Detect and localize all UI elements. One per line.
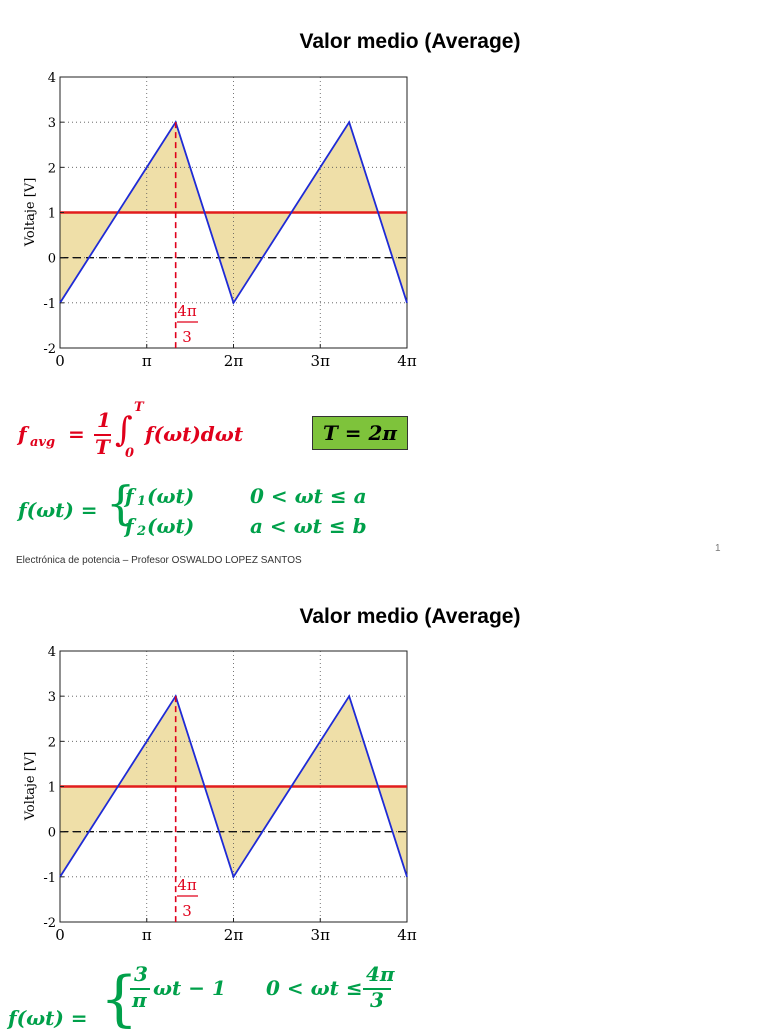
favg-denominator: T [95, 435, 110, 459]
integral-sign: ∫ [115, 410, 133, 450]
piecewise-brace: { [106, 476, 136, 530]
x-tick-label: 4π [397, 926, 417, 942]
waveform-line [59, 694, 408, 879]
piece1-coef-bar [130, 988, 150, 990]
marker-numerator: 4π [177, 876, 197, 894]
piece1-cond-den: 3 [370, 988, 384, 1012]
piece1-rest: ωt − 1 [153, 976, 226, 1000]
marker-denominator: 3 [182, 328, 192, 346]
integral-upper-limit: T [134, 400, 144, 415]
piece1-condition: 0 < ωt ≤ [266, 976, 363, 1000]
slide-title: Valor medio (Average) [299, 30, 521, 53]
waveform-line [59, 120, 408, 305]
x-tick-label: 3π [311, 926, 331, 942]
piece1-fn: f [125, 484, 134, 508]
x-tick-label: 2π [224, 352, 244, 368]
piece1-coef-den: π [132, 988, 147, 1012]
piece1-arg: (ωt) [147, 484, 195, 508]
y-axis-label: Voltaje [V] [23, 752, 38, 822]
voltage-chart: Voltaje [V] 0 π 2π 3π 4π -2 -1 0 1 2 3 4 4π 3 [23, 645, 417, 942]
footer-text: Electrónica de potencia – Profesor OSWAL… [16, 555, 302, 566]
marker-denominator: 3 [182, 902, 192, 920]
y-tick-label: -2 [43, 342, 56, 357]
y-tick-label: 0 [48, 252, 56, 267]
favg-numerator: 1 [97, 408, 111, 432]
x-tick-label: 3π [311, 352, 331, 368]
y-tick-label: 1 [48, 781, 56, 796]
slide-2: Valor medio (Average) Voltaje [V] 0 π 2π 3π… [0, 590, 768, 1034]
piece1-condition: 0 < ωt ≤ a [250, 484, 367, 508]
favg-fraction-bar [94, 434, 111, 436]
piecewise-definition: f(ωt) = { f 1 (ωt) 0 < ωt ≤ a f 2 (ωt) a… [18, 476, 418, 540]
piece2-fn: f [125, 514, 134, 538]
x-tick-label: 4π [397, 352, 417, 368]
piece1-cond-num: 4π [366, 962, 395, 986]
y-tick-label: 2 [48, 735, 56, 750]
piece1-cond-bar [363, 988, 391, 990]
favg-equals: = [68, 422, 85, 446]
piecewise-brace: { [100, 964, 139, 1034]
favg-integrand: f(ωt)dωt [145, 422, 244, 446]
y-tick-label: 3 [48, 116, 56, 131]
piece2-sub: 2 [137, 524, 147, 539]
page-number: 1 [715, 543, 721, 554]
slide-title: Valor medio (Average) [299, 605, 521, 628]
integral-lower-limit: 0 [125, 446, 135, 461]
y-axis-label: Voltaje [V] [23, 178, 38, 248]
x-tick-label: 0 [55, 352, 65, 368]
piecewise-lhs: f(ωt) = [18, 498, 98, 522]
y-tick-label: -1 [43, 871, 56, 886]
piecewise-definition: f(ωt) = { 3 π ωt − 1 0 < ωt ≤ 4π 3 [8, 962, 428, 1034]
x-tick-label: 0 [55, 926, 65, 942]
y-tick-label: 4 [48, 645, 56, 660]
x-tick-label: π [142, 352, 152, 368]
y-tick-label: -1 [43, 297, 56, 312]
x-tick-label: π [142, 926, 152, 942]
y-tick-label: -2 [43, 916, 56, 931]
slide-1: Valor medio (Average) Voltaje [V] 0 π 2π 3π… [16, 30, 721, 566]
piece1-sub: 1 [137, 494, 147, 509]
y-tick-label: 3 [48, 690, 56, 705]
x-tick-label: 2π [224, 926, 244, 942]
marker-numerator: 4π [177, 302, 197, 320]
piece2-arg: (ωt) [147, 514, 195, 538]
piecewise-lhs: f(ωt) = [8, 1006, 88, 1030]
favg-f: f [18, 422, 27, 446]
y-tick-label: 1 [48, 207, 56, 222]
favg-subscript: avg [30, 435, 56, 450]
y-tick-label: 0 [48, 826, 56, 841]
voltage-chart: Voltaje [V] 0 π 2π 3π 4π -2 -1 0 1 2 3 4 4π 3 [23, 71, 417, 368]
y-tick-label: 4 [48, 71, 56, 86]
piece2-condition: a < ωt ≤ b [250, 514, 367, 538]
period-box: T = 2π [312, 416, 408, 450]
y-tick-label: 2 [48, 161, 56, 176]
piece1-coef-num: 3 [134, 962, 148, 986]
